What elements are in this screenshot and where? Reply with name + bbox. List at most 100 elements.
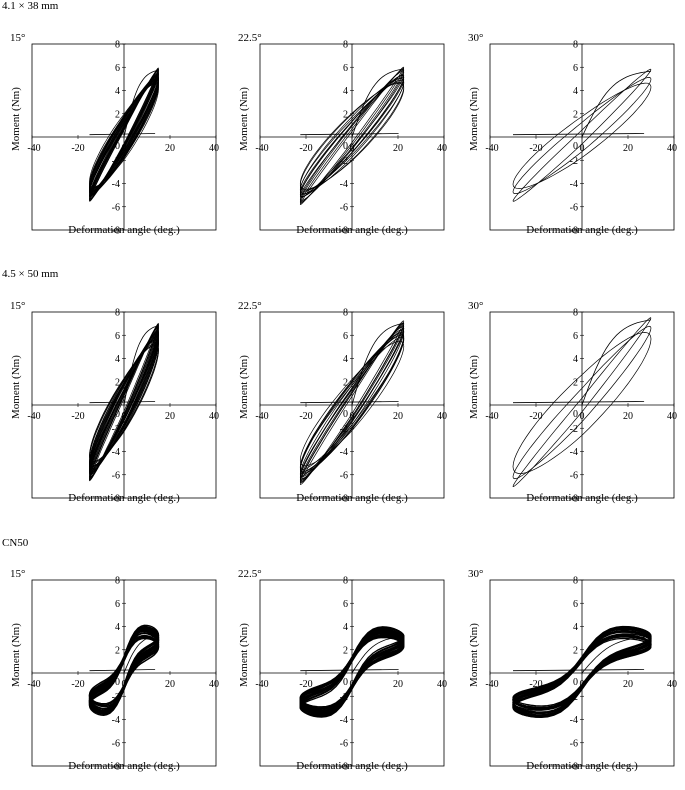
y-tick-label: -6 [112, 738, 120, 749]
x-tick-label: -40 [485, 679, 498, 690]
y-tick-label: 2 [343, 377, 348, 388]
y-tick-label: 8 [115, 40, 120, 51]
x-tick-label: -40 [27, 411, 40, 422]
y-tick-label: 0 [115, 409, 120, 420]
x-tick-label: 20 [393, 143, 403, 154]
residual-curve [89, 669, 156, 672]
x-tick-label: 40 [209, 679, 219, 690]
hysteresis-loop [299, 636, 405, 708]
group-label-3: CN50 [2, 537, 29, 549]
initial-loading-curve [581, 70, 652, 138]
x-tick-label: -20 [299, 411, 312, 422]
x-tick-label: 40 [437, 679, 447, 690]
hysteresis-loop [89, 344, 159, 463]
chart-panel: 15° Moment (Nm) Deformation angle (deg.) -4… [2, 298, 230, 505]
y-tick-label: -4 [340, 179, 348, 190]
y-tick-label: 0 [573, 677, 578, 688]
y-tick-label: 0 [115, 677, 120, 688]
y-tick-label: 6 [343, 599, 348, 610]
hysteresis-loop [299, 340, 405, 467]
panel-angle-label: 30° [468, 300, 484, 312]
y-tick-label: 4 [115, 354, 120, 365]
x-tick-label: -40 [255, 679, 268, 690]
y-tick-label: 8 [573, 308, 578, 319]
y-tick-label: 0 [573, 409, 578, 420]
hysteresis-loop [89, 78, 159, 193]
hysteresis-loop [299, 74, 405, 198]
x-tick-label: 0 [580, 143, 585, 154]
x-tick-label: 20 [165, 411, 175, 422]
initial-loading-curve [581, 636, 652, 674]
x-tick-label: -20 [529, 411, 542, 422]
y-tick-label: -6 [570, 202, 578, 213]
hysteresis-loop [512, 82, 652, 189]
y-tick-label: 6 [573, 63, 578, 74]
x-tick-label: 40 [209, 143, 219, 154]
x-tick-label: 20 [393, 411, 403, 422]
x-tick-label: -20 [299, 679, 312, 690]
x-tick-label: -40 [485, 143, 498, 154]
y-tick-label: -6 [112, 470, 120, 481]
x-tick-label: 20 [165, 679, 175, 690]
hysteresis-loop [299, 324, 405, 481]
y-tick-label: 4 [115, 622, 120, 633]
residual-curve [300, 401, 399, 404]
chart-panel: 30° Moment (Nm) Deformation angle (deg.) -4… [460, 566, 685, 773]
y-tick-label: 4 [343, 86, 348, 97]
x-tick-label: -40 [27, 679, 40, 690]
panel-angle-label: 15° [10, 568, 26, 580]
y-tick-label: 2 [343, 109, 348, 120]
y-tick-label: -8 [340, 762, 348, 773]
y-tick-label: 6 [115, 331, 120, 342]
residual-curve [512, 669, 645, 672]
x-tick-label: 40 [437, 143, 447, 154]
y-tick-label: -4 [112, 179, 120, 190]
x-tick-label: 0 [580, 411, 585, 422]
chart-panel: 22.5° Moment (Nm) Deformation angle (deg.)… [230, 298, 458, 505]
initial-loading-curve [123, 635, 159, 674]
y-tick-label: -4 [112, 715, 120, 726]
y-tick-label: 2 [573, 645, 578, 656]
y-tick-label: -6 [570, 738, 578, 749]
hysteresis-loop [89, 338, 159, 468]
chart-panel: 15° Moment (Nm) Deformation angle (deg.) -4… [2, 30, 230, 237]
y-tick-label: -8 [112, 762, 120, 773]
y-tick-label: 6 [573, 599, 578, 610]
x-tick-label: -20 [71, 679, 84, 690]
initial-loading-curve [351, 636, 404, 674]
y-tick-label: -6 [340, 738, 348, 749]
x-tick-label: -40 [27, 143, 40, 154]
group-label-2: 4.5 × 50 mm [2, 268, 59, 280]
y-tick-label: 0 [343, 141, 348, 152]
y-tick-label: 2 [115, 645, 120, 656]
x-tick-label: -20 [71, 143, 84, 154]
y-tick-label: -4 [570, 715, 578, 726]
x-tick-label: 20 [623, 411, 633, 422]
x-tick-label: -20 [529, 143, 542, 154]
y-tick-label: 2 [573, 109, 578, 120]
y-tick-label: -8 [340, 226, 348, 237]
y-tick-label: 4 [115, 86, 120, 97]
initial-loading-curve [581, 319, 652, 406]
y-tick-label: 4 [343, 354, 348, 365]
hysteresis-loop [512, 325, 652, 480]
hysteresis-loop [512, 634, 652, 710]
hysteresis-loop [299, 333, 405, 474]
x-tick-label: 40 [437, 411, 447, 422]
y-tick-label: 0 [115, 141, 120, 152]
residual-curve [300, 669, 399, 672]
x-tick-label: -20 [529, 679, 542, 690]
y-tick-label: 8 [573, 576, 578, 587]
initial-loading-curve [123, 325, 159, 406]
x-tick-label: -20 [71, 411, 84, 422]
hysteresis-loop [299, 66, 405, 206]
y-tick-label: -4 [570, 447, 578, 458]
group-label-1: 4.1 × 38 mm [2, 0, 59, 12]
y-tick-label: 6 [573, 331, 578, 342]
x-tick-label: 20 [393, 679, 403, 690]
y-tick-label: 2 [573, 377, 578, 388]
